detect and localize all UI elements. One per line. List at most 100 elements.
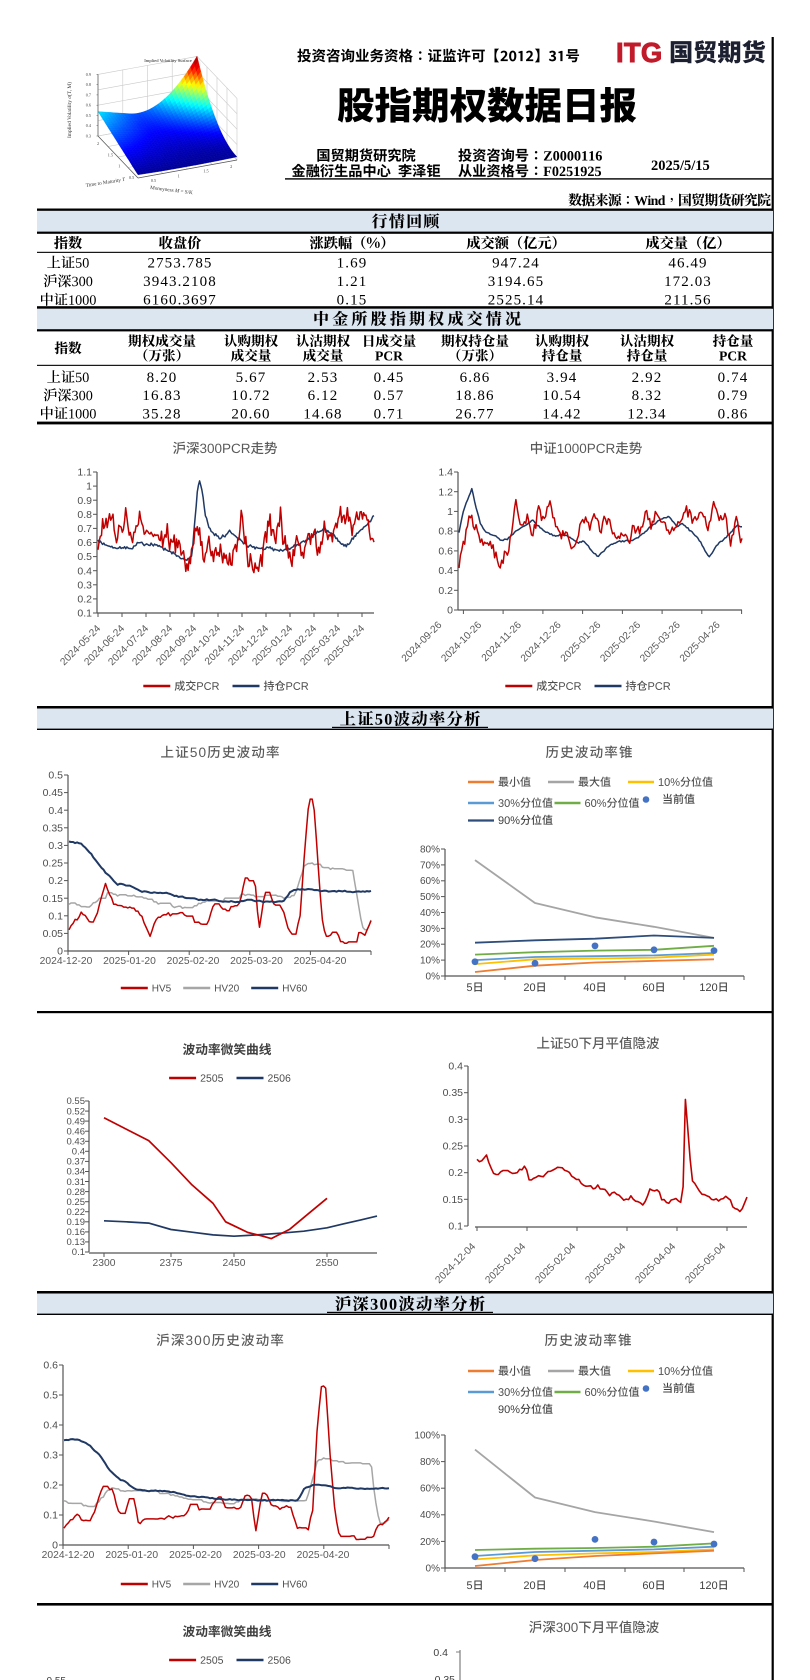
svg-text:0: 0 xyxy=(57,946,63,958)
svg-text:0%: 0% xyxy=(426,1563,441,1574)
svg-text:26.77: 26.77 xyxy=(455,406,494,422)
svg-text:3.94: 3.94 xyxy=(547,370,578,386)
svg-text:0.79: 0.79 xyxy=(718,388,749,404)
svg-text:0.3: 0.3 xyxy=(448,1114,463,1126)
svg-text:70%: 70% xyxy=(420,860,440,871)
svg-text:0.6: 0.6 xyxy=(43,1360,58,1372)
svg-text:0.1: 0.1 xyxy=(43,1510,58,1522)
svg-text:0%: 0% xyxy=(426,971,441,982)
svg-text:6.86: 6.86 xyxy=(460,370,491,386)
svg-text:8.20: 8.20 xyxy=(147,370,178,386)
svg-text:20%: 20% xyxy=(420,1537,440,1548)
svg-text:0.45: 0.45 xyxy=(43,787,64,799)
svg-text:2025-03-20: 2025-03-20 xyxy=(233,1550,286,1561)
svg-text:2.92: 2.92 xyxy=(632,370,663,386)
svg-text:8.32: 8.32 xyxy=(632,388,663,404)
svg-text:1.4: 1.4 xyxy=(438,467,453,479)
svg-text:6.12: 6.12 xyxy=(308,388,339,404)
svg-text:0.46: 0.46 xyxy=(67,1126,86,1137)
svg-text:0.22: 0.22 xyxy=(67,1207,86,1218)
svg-text:2025-04-20: 2025-04-20 xyxy=(294,956,347,967)
svg-text:0.37: 0.37 xyxy=(67,1157,86,1168)
svg-text:0.2: 0.2 xyxy=(77,594,92,606)
svg-text:10.54: 10.54 xyxy=(542,388,581,404)
svg-text:10.72: 10.72 xyxy=(231,388,270,404)
svg-text:0.8: 0.8 xyxy=(86,82,91,87)
svg-text:1.5: 1.5 xyxy=(108,153,113,158)
svg-text:60%: 60% xyxy=(420,1484,440,1495)
svg-text:0.1: 0.1 xyxy=(72,1247,85,1258)
svg-text:0.2: 0.2 xyxy=(48,875,63,887)
svg-text:100%: 100% xyxy=(414,1430,440,1441)
svg-text:0.3: 0.3 xyxy=(43,1450,58,1462)
svg-text:0.3: 0.3 xyxy=(86,134,91,139)
svg-text:0.4: 0.4 xyxy=(448,1061,463,1073)
svg-text:46.49: 46.49 xyxy=(668,256,707,272)
svg-text:0.6: 0.6 xyxy=(86,103,91,108)
svg-text:35.28: 35.28 xyxy=(142,406,181,422)
svg-text:1.1: 1.1 xyxy=(77,467,92,479)
svg-text:2025/5/15: 2025/5/15 xyxy=(651,158,710,174)
svg-text:0.16: 0.16 xyxy=(67,1227,86,1238)
svg-text:80%: 80% xyxy=(420,1457,440,1468)
svg-text:2: 2 xyxy=(230,164,232,169)
svg-text:0.31: 0.31 xyxy=(67,1177,86,1188)
svg-text:0.71: 0.71 xyxy=(374,406,405,422)
svg-text:0.1: 0.1 xyxy=(448,1221,463,1233)
svg-text:0.4: 0.4 xyxy=(433,1647,448,1659)
svg-text:0.05: 0.05 xyxy=(43,928,64,940)
svg-text:0.49: 0.49 xyxy=(67,1116,86,1127)
svg-text:20.60: 20.60 xyxy=(231,406,270,422)
svg-text:1: 1 xyxy=(118,164,120,169)
svg-text:0.15: 0.15 xyxy=(443,1194,464,1206)
svg-text:0.6: 0.6 xyxy=(438,545,453,557)
svg-text:1: 1 xyxy=(447,506,453,518)
svg-text:0.4: 0.4 xyxy=(438,565,453,577)
svg-text:0.6: 0.6 xyxy=(77,537,92,549)
svg-text:211.56: 211.56 xyxy=(664,293,711,309)
svg-text:2753.785: 2753.785 xyxy=(147,256,212,272)
svg-text:Implied Volatility Surface: Implied Volatility Surface xyxy=(144,58,192,63)
svg-text:0.8: 0.8 xyxy=(438,526,453,538)
svg-text:0.8: 0.8 xyxy=(77,509,92,521)
svg-text:14.68: 14.68 xyxy=(303,406,342,422)
svg-text:0.35: 0.35 xyxy=(435,1674,456,1680)
svg-text:0.4: 0.4 xyxy=(77,565,92,577)
svg-text:30%: 30% xyxy=(420,924,440,935)
svg-text:ITG: ITG xyxy=(616,37,662,68)
svg-text:2025-03-20: 2025-03-20 xyxy=(230,956,283,967)
svg-text:0.3: 0.3 xyxy=(77,579,92,591)
svg-text:40%: 40% xyxy=(420,908,440,919)
svg-text:0.86: 0.86 xyxy=(718,406,749,422)
svg-text:2025-01-20: 2025-01-20 xyxy=(103,956,156,967)
svg-text:0.15: 0.15 xyxy=(43,893,64,905)
svg-text:0.25: 0.25 xyxy=(443,1141,464,1153)
svg-text:0.43: 0.43 xyxy=(67,1137,86,1148)
svg-text:0.4: 0.4 xyxy=(86,123,92,128)
svg-text:0.9: 0.9 xyxy=(77,495,92,507)
svg-text:0.35: 0.35 xyxy=(43,822,64,834)
svg-text:0.4: 0.4 xyxy=(43,1420,58,1432)
svg-text:0.4: 0.4 xyxy=(72,1147,85,1158)
svg-text:3943.2108: 3943.2108 xyxy=(143,274,217,290)
svg-text:0.25: 0.25 xyxy=(43,858,64,870)
svg-text:1.5: 1.5 xyxy=(203,169,208,174)
svg-text:0.7: 0.7 xyxy=(86,92,91,97)
svg-text:0.2: 0.2 xyxy=(438,585,453,597)
svg-text:0.9: 0.9 xyxy=(86,72,91,77)
svg-text:2024-12-20: 2024-12-20 xyxy=(40,956,93,967)
svg-text:0.28: 0.28 xyxy=(67,1187,86,1198)
svg-text:2.53: 2.53 xyxy=(308,370,339,386)
svg-text:0.1: 0.1 xyxy=(77,608,92,620)
svg-text:0.19: 0.19 xyxy=(67,1217,86,1228)
svg-text:0.7: 0.7 xyxy=(77,523,92,535)
svg-text:14.42: 14.42 xyxy=(542,406,581,422)
svg-text:0.74: 0.74 xyxy=(718,370,749,386)
svg-text:2375: 2375 xyxy=(160,1258,183,1269)
svg-text:3194.65: 3194.65 xyxy=(488,274,544,290)
svg-text:0.2: 0.2 xyxy=(448,1167,463,1179)
svg-text:5.67: 5.67 xyxy=(236,370,267,386)
svg-text:0.45: 0.45 xyxy=(374,370,405,386)
svg-text:2300: 2300 xyxy=(93,1258,116,1269)
svg-text:2450: 2450 xyxy=(223,1258,246,1269)
